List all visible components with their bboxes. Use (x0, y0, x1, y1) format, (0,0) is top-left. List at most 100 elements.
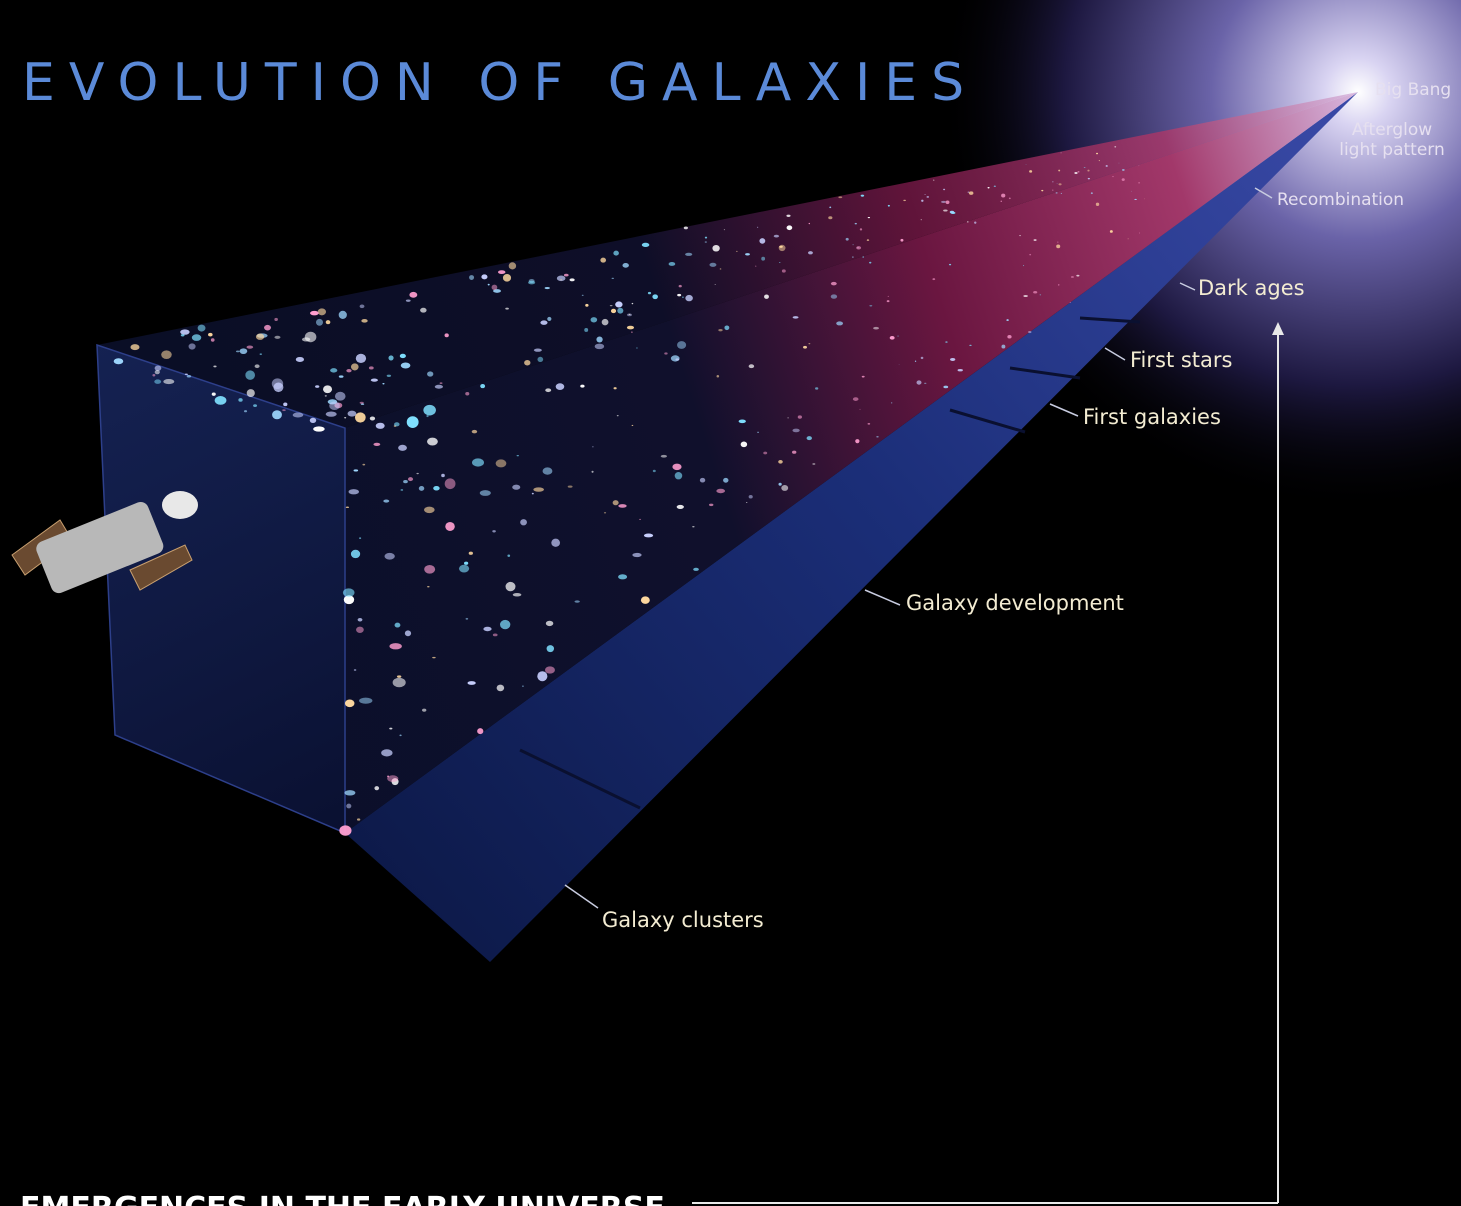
galaxy (325, 395, 327, 396)
galaxy (283, 402, 287, 406)
afterglow-label: light pattern (1339, 140, 1445, 160)
galaxy (677, 294, 681, 296)
galaxy (856, 246, 861, 249)
galaxy (924, 194, 925, 195)
galaxy (627, 313, 632, 316)
galaxy (1026, 164, 1027, 165)
galaxy (709, 504, 713, 506)
galaxy (493, 633, 498, 636)
galaxy (592, 447, 594, 448)
diagram: EVOLUTION OF GALAXIES Big Bang Afterglow… (0, 0, 1461, 1206)
galaxy (213, 365, 216, 367)
galaxy (498, 270, 505, 274)
galaxy (652, 294, 658, 299)
galaxy (717, 375, 720, 378)
galaxy (642, 243, 650, 247)
galaxy (829, 207, 831, 209)
galaxy (685, 253, 692, 256)
galaxy (614, 387, 617, 389)
galaxy (745, 253, 750, 255)
galaxy (407, 416, 419, 428)
galaxy (537, 357, 543, 362)
galaxy (755, 266, 756, 267)
galaxy (346, 804, 351, 809)
galaxy (1061, 153, 1062, 154)
galaxy (483, 627, 491, 631)
galaxy (505, 308, 509, 310)
footer: EMERGENCES IN THE EARLY UNIVERSE (20, 1191, 665, 1206)
galaxy (716, 489, 725, 493)
galaxy (639, 519, 641, 520)
galaxy (617, 308, 623, 314)
galaxy (236, 350, 240, 352)
galaxy (344, 417, 346, 418)
galaxy (602, 319, 609, 325)
galaxy (557, 276, 566, 282)
galaxy (575, 600, 580, 602)
galaxy (1122, 169, 1125, 170)
galaxy-clusters-label: Galaxy clusters (602, 908, 764, 932)
galaxy (1019, 235, 1021, 236)
galaxy (329, 401, 340, 410)
galaxy (547, 317, 551, 321)
galaxy (348, 411, 357, 417)
galaxy (1134, 199, 1137, 200)
galaxy (591, 471, 593, 473)
galaxy (524, 360, 530, 366)
big-bang-label: Big Bang (1375, 80, 1451, 100)
galaxy (859, 409, 860, 410)
galaxy (1052, 181, 1053, 182)
galaxy (381, 749, 392, 756)
galaxy (496, 459, 507, 467)
galaxy (838, 196, 842, 198)
galaxy (240, 348, 248, 354)
galaxy (445, 522, 455, 531)
galaxy (653, 470, 656, 472)
galaxy (757, 227, 758, 228)
galaxy (253, 404, 257, 407)
galaxy (356, 354, 366, 363)
galaxy (869, 262, 871, 264)
galaxy (180, 329, 189, 334)
galaxy (427, 586, 430, 587)
galaxy (318, 308, 326, 315)
galaxy (604, 512, 606, 513)
galaxy (1114, 146, 1116, 147)
galaxy (537, 671, 547, 681)
galaxy (547, 645, 554, 652)
galaxy (798, 415, 802, 418)
galaxy (369, 366, 374, 369)
galaxy (492, 530, 496, 532)
galaxy (389, 643, 401, 649)
galaxy (152, 374, 155, 376)
galaxy (950, 358, 955, 361)
galaxy (582, 295, 584, 296)
galaxy (373, 443, 380, 446)
galaxy (1139, 166, 1140, 167)
galaxy (943, 209, 947, 211)
galaxy (1057, 242, 1058, 243)
galaxy (946, 201, 950, 205)
galaxy (533, 487, 544, 491)
galaxy (1023, 295, 1028, 297)
galaxy (661, 455, 667, 458)
galaxy (556, 383, 565, 390)
galaxy (506, 582, 516, 591)
galaxy (313, 426, 325, 431)
galaxy (570, 278, 575, 281)
galaxy (809, 223, 810, 224)
galaxy (345, 699, 354, 707)
galaxy (394, 422, 400, 426)
galaxy (618, 574, 627, 579)
galaxy (988, 187, 990, 188)
galaxy (293, 412, 304, 417)
galaxy (389, 728, 392, 730)
galaxy (522, 686, 524, 687)
galaxy (245, 370, 255, 379)
galaxy (255, 364, 260, 368)
galaxy (238, 398, 242, 402)
galaxy (371, 378, 378, 381)
galaxy (967, 221, 969, 222)
galaxy (943, 189, 945, 190)
galaxy (445, 478, 456, 489)
